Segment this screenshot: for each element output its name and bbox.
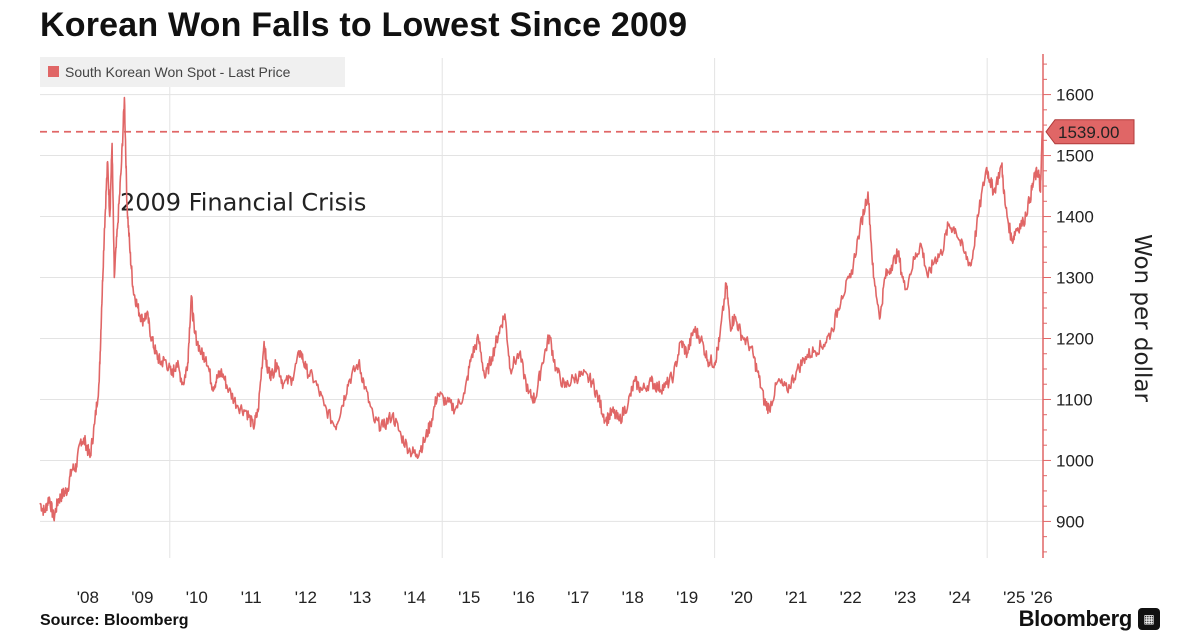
x-tick-label: '17: [567, 588, 589, 607]
x-tick-label: '26: [1031, 588, 1053, 607]
x-tick-label: '12: [295, 588, 317, 607]
last-price-badge: [1045, 119, 1135, 145]
y-tick-label: 1400: [1056, 208, 1094, 227]
series-group: [39, 96, 1044, 522]
last-price-group: 1539.00: [40, 119, 1135, 145]
x-tick-label: '16: [513, 588, 535, 607]
last-price-label: 1539.00: [1058, 123, 1119, 142]
x-tick-label: '15: [458, 588, 480, 607]
x-tick-label: '08: [77, 588, 99, 607]
y-tick-label: 1300: [1056, 269, 1094, 288]
x-tick-label: '13: [349, 588, 371, 607]
x-tick-label: '21: [785, 588, 807, 607]
x-tick-label: '25: [1003, 588, 1025, 607]
y-tick-label: 1000: [1056, 451, 1094, 470]
x-tick-label: '20: [731, 588, 753, 607]
x-tick-label: '18: [622, 588, 644, 607]
brand-logo: Bloomberg ▦: [1019, 606, 1160, 632]
bloomberg-terminal-icon: ▦: [1138, 608, 1160, 630]
annotations: 2009 Financial Crisis: [120, 188, 366, 216]
legend-entry: South Korean Won Spot - Last Price: [65, 64, 291, 80]
brand-name: Bloomberg: [1018, 606, 1133, 631]
x-tick-label: '24: [949, 588, 971, 607]
series-line: [39, 96, 1044, 522]
chart-title: Korean Won Falls to Lowest Since 2009: [40, 6, 688, 44]
y-tick-label: 1100: [1056, 390, 1093, 409]
y-tick-label: 1500: [1056, 147, 1094, 166]
x-tick-label: '10: [186, 588, 208, 607]
x-tick-label: '09: [131, 588, 153, 607]
x-tick-label: '22: [840, 588, 862, 607]
annotation-label: 2009 Financial Crisis: [120, 188, 366, 216]
y-tick-label: 1200: [1056, 329, 1094, 348]
y-tick-label: 1600: [1056, 86, 1094, 105]
source-note: Source: Bloomberg: [40, 612, 189, 629]
y-axis-label: Won per dollar: [1129, 234, 1155, 402]
legend-background: [40, 57, 345, 87]
y-tick-label: 900: [1056, 512, 1084, 531]
x-tick-label: '23: [894, 588, 916, 607]
axes: 900 1000 1100 1200 1300 1400 1500 1600 Won per d…: [77, 54, 1155, 607]
legend-swatch: [48, 66, 59, 77]
grid-lines: [40, 58, 1043, 558]
x-tick-label: '11: [241, 588, 262, 607]
x-tick-label: '19: [676, 588, 698, 607]
legend: South Korean Won Spot - Last Price: [40, 57, 345, 87]
x-tick-label: '14: [404, 588, 426, 607]
